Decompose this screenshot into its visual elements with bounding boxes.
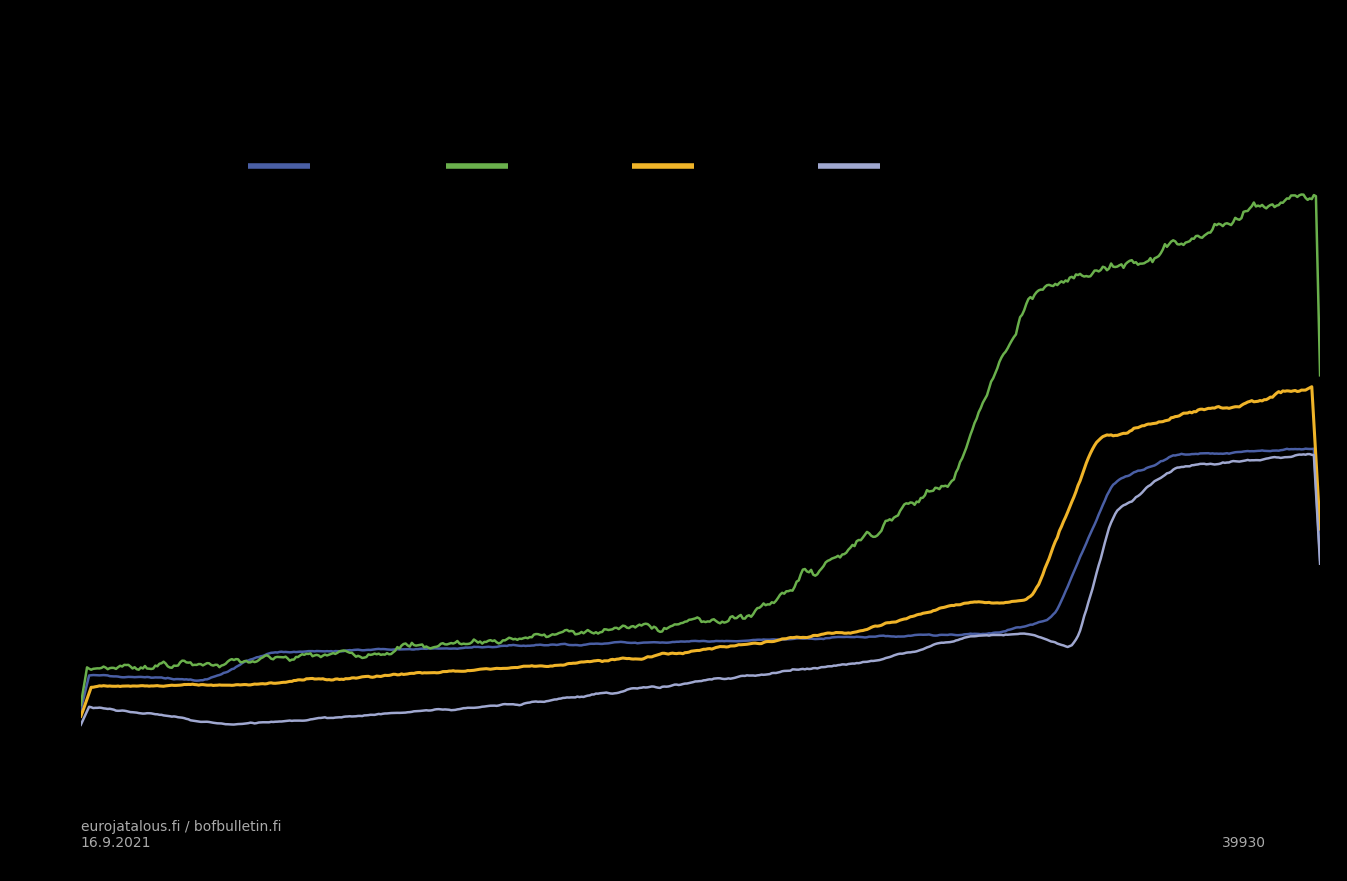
Text: 39930: 39930 xyxy=(1222,836,1266,850)
Text: eurojatalous.fi / bofbulletin.fi
16.9.2021: eurojatalous.fi / bofbulletin.fi 16.9.20… xyxy=(81,820,282,850)
